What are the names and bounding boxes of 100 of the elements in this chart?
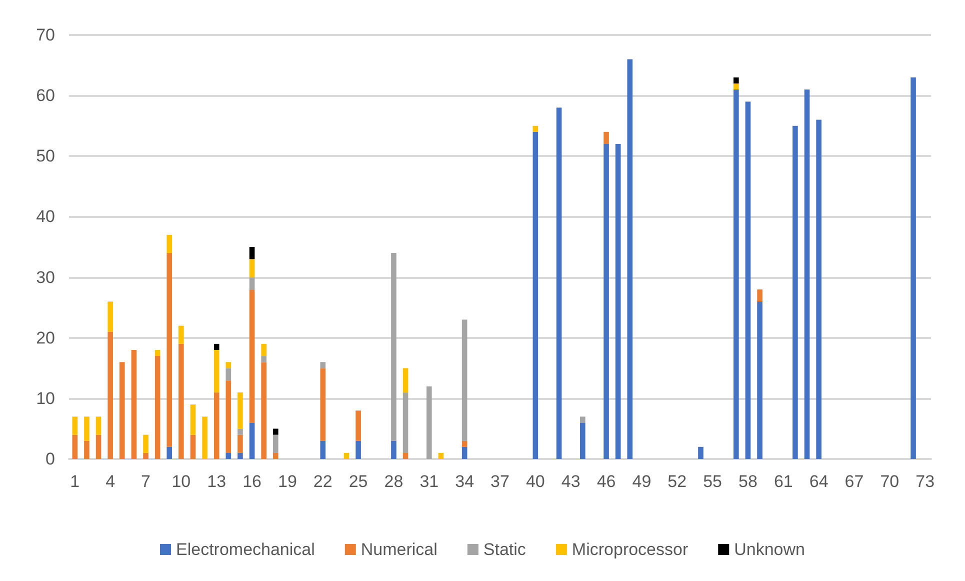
bar — [532, 132, 538, 459]
bar — [426, 386, 432, 459]
bar — [249, 247, 255, 260]
x-tick-label: 19 — [278, 472, 297, 491]
bar — [143, 434, 148, 453]
x-tick-label: 52 — [668, 472, 687, 491]
x-tick-label: 70 — [880, 472, 900, 491]
y-tick-label: 20 — [36, 328, 55, 348]
x-tick-label: 1 — [70, 472, 80, 491]
bar — [792, 126, 798, 459]
x-tick-label: 31 — [420, 472, 439, 491]
bar — [391, 253, 396, 441]
x-tick-label: 4 — [106, 472, 116, 491]
y-tick-label: 30 — [36, 268, 55, 287]
bar — [249, 422, 255, 459]
bar — [238, 434, 243, 453]
bar — [154, 350, 160, 356]
bar — [734, 83, 739, 90]
x-tick-label: 61 — [774, 472, 793, 491]
bar — [627, 59, 633, 459]
bar — [320, 368, 326, 441]
y-tick-label: 40 — [36, 207, 55, 226]
bar — [261, 356, 266, 362]
bar — [320, 440, 326, 459]
bar — [238, 392, 243, 429]
bar — [72, 434, 78, 459]
bar — [402, 392, 408, 453]
bar — [190, 434, 196, 459]
bar — [272, 452, 278, 459]
bar — [402, 368, 408, 392]
bar — [226, 368, 232, 380]
bar — [214, 392, 220, 459]
y-tick-label: 10 — [36, 388, 55, 408]
x-tick-label: 73 — [916, 472, 935, 491]
bar — [226, 362, 232, 368]
bar — [238, 428, 243, 435]
bar — [402, 452, 408, 459]
bar — [698, 446, 704, 459]
bar — [166, 234, 172, 254]
bar — [249, 277, 255, 290]
x-tick-label: 37 — [490, 472, 510, 491]
bar — [804, 90, 810, 459]
bar — [272, 428, 278, 435]
y-tick-label: 70 — [36, 26, 55, 44]
x-tick-label: 64 — [809, 472, 828, 491]
x-tick-label: 16 — [242, 472, 262, 491]
bar — [190, 404, 196, 435]
bar — [615, 144, 621, 459]
bar — [757, 289, 762, 302]
bar — [214, 344, 220, 350]
bar — [356, 410, 361, 441]
bar — [119, 362, 125, 459]
bar — [580, 416, 586, 423]
bar — [96, 434, 102, 459]
legend-label: Static — [483, 540, 526, 559]
bar — [580, 422, 586, 459]
x-tick-label: 10 — [172, 472, 191, 491]
bar — [166, 446, 172, 459]
x-tick-label: 25 — [348, 472, 368, 491]
bar — [462, 446, 468, 459]
bar — [556, 108, 562, 459]
x-tick-label: 40 — [526, 472, 545, 491]
x-tick-label: 67 — [844, 472, 864, 491]
legend-label: Numerical — [360, 540, 438, 559]
bar — [202, 416, 208, 459]
bar — [214, 350, 220, 392]
y-tick-label: 60 — [36, 86, 55, 106]
legend-label: Microprocessor — [572, 540, 688, 559]
bar — [261, 362, 266, 459]
bar — [238, 452, 243, 459]
bar — [249, 289, 255, 423]
bar — [344, 452, 350, 459]
bar — [226, 452, 232, 459]
x-tick-label: 58 — [738, 472, 758, 491]
x-tick-label: 43 — [561, 472, 580, 491]
bar — [108, 332, 113, 459]
bar — [84, 416, 90, 441]
bar — [72, 416, 78, 435]
x-tick-label: 28 — [384, 472, 404, 491]
bar — [226, 380, 232, 453]
bar — [154, 356, 160, 459]
bar — [261, 344, 266, 356]
bar — [166, 253, 172, 447]
bar — [249, 259, 255, 278]
bar — [734, 77, 739, 84]
bar — [438, 452, 444, 459]
bar — [816, 120, 822, 459]
x-tick-label: 55 — [703, 472, 722, 491]
bar — [272, 434, 278, 453]
bar — [108, 302, 113, 332]
x-tick-label: 13 — [207, 472, 226, 491]
x-tick-label: 46 — [596, 472, 616, 491]
legend-label: Unknown — [734, 540, 805, 559]
bar — [604, 144, 609, 459]
bar — [356, 440, 361, 459]
x-tick-label: 34 — [455, 472, 474, 491]
y-tick-label: 50 — [36, 146, 55, 166]
bar — [84, 440, 90, 459]
bar — [745, 102, 751, 459]
bar — [462, 320, 468, 441]
